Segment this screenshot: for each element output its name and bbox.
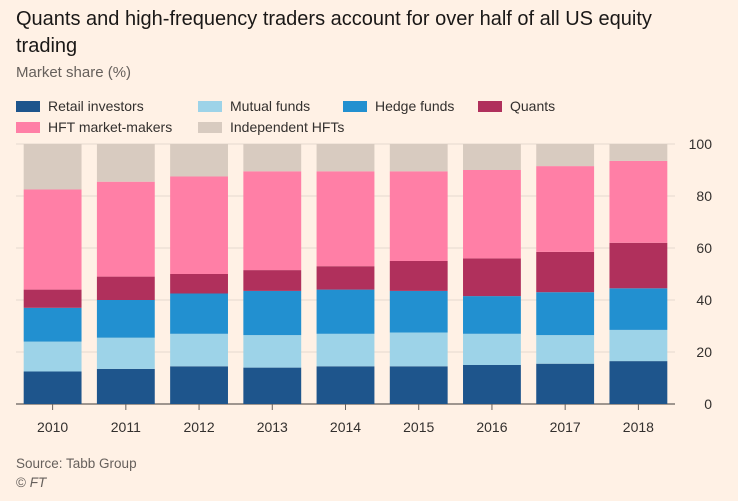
bar-segment-2016-1 bbox=[463, 333, 521, 365]
bar-segment-2013-5 bbox=[243, 144, 302, 172]
bar-segment-2010-4 bbox=[23, 189, 82, 290]
y-tick-label-100: 100 bbox=[689, 136, 713, 152]
bar-segment-2011-2 bbox=[96, 300, 155, 338]
legend-swatch-hft-mm bbox=[16, 121, 40, 133]
bar-segment-2018-3 bbox=[609, 242, 668, 289]
legend-label-quants: Quants bbox=[510, 98, 556, 114]
credit-note: © FT bbox=[16, 475, 46, 490]
legend-label-hedge: Hedge funds bbox=[375, 98, 455, 114]
bar-segment-2010-0 bbox=[23, 371, 82, 404]
y-tick-label-0: 0 bbox=[704, 396, 712, 412]
bar-segment-2015-2 bbox=[389, 290, 448, 333]
bar-segment-2012-3 bbox=[170, 274, 228, 294]
legend-item-hft-mm: HFT market-makers bbox=[16, 119, 198, 135]
legend-item-quants: Quants bbox=[478, 98, 555, 114]
bar-segment-2015-4 bbox=[389, 171, 448, 261]
bar-segment-2014-1 bbox=[316, 333, 375, 367]
legend-label-hft-mm: HFT market-makers bbox=[48, 119, 173, 135]
source-note: Source: Tabb Group bbox=[16, 456, 137, 471]
bar-segment-2016-3 bbox=[463, 258, 521, 297]
chart-title: Quants and high-frequency traders accoun… bbox=[16, 8, 652, 57]
x-tick-label-2011: 2011 bbox=[111, 419, 141, 435]
bar-segment-2014-3 bbox=[316, 266, 375, 290]
bar-segment-2014-4 bbox=[316, 171, 375, 267]
bar-segment-2011-1 bbox=[96, 337, 155, 369]
bar-segment-2017-5 bbox=[536, 144, 595, 167]
bar-segment-2011-0 bbox=[96, 368, 155, 404]
bar-segment-2017-4 bbox=[536, 166, 595, 252]
bar-segment-2016-4 bbox=[463, 170, 521, 259]
bar-segment-2012-2 bbox=[170, 293, 228, 334]
bar-segment-2017-3 bbox=[536, 251, 595, 293]
x-tick-label-2012: 2012 bbox=[183, 419, 214, 435]
legend-item-ind-hft: Independent HFTs bbox=[198, 119, 344, 135]
bar-segment-2012-5 bbox=[170, 144, 228, 177]
chart-subtitle: Market share (%) bbox=[16, 64, 132, 81]
x-tick-label-2017: 2017 bbox=[550, 419, 581, 435]
legend-row-2: HFT market-makers Independent HFTs bbox=[16, 117, 616, 137]
bar-segment-2016-5 bbox=[463, 144, 521, 170]
bar-segment-2011-4 bbox=[96, 181, 155, 277]
y-tick-label-60: 60 bbox=[696, 240, 712, 256]
legend-swatch-retail bbox=[16, 100, 40, 112]
bar-segment-2015-0 bbox=[389, 366, 448, 404]
x-tick-label-2010: 2010 bbox=[37, 419, 68, 435]
bar-segment-2010-2 bbox=[23, 307, 82, 342]
bar-segment-2018-5 bbox=[609, 144, 668, 161]
bar-segment-2013-4 bbox=[243, 171, 302, 271]
bar-segment-2018-0 bbox=[609, 361, 668, 404]
bar-segment-2016-2 bbox=[463, 296, 521, 334]
legend-swatch-quants bbox=[478, 100, 502, 112]
bar-segment-2013-3 bbox=[243, 270, 302, 291]
bar-segment-2013-2 bbox=[243, 290, 302, 336]
credit-text: FT bbox=[29, 475, 47, 490]
bar-segment-2017-2 bbox=[536, 292, 595, 336]
bar-segment-2013-1 bbox=[243, 335, 302, 368]
bar-segment-2014-5 bbox=[316, 144, 375, 172]
legend-label-mutual: Mutual funds bbox=[230, 98, 311, 114]
x-tick-label-2015: 2015 bbox=[403, 419, 434, 435]
bar-segment-2011-3 bbox=[96, 276, 155, 300]
legend-swatch-mutual bbox=[198, 100, 222, 112]
bar-segment-2014-0 bbox=[316, 366, 375, 404]
bar-segment-2018-1 bbox=[609, 329, 668, 362]
legend-item-mutual: Mutual funds bbox=[198, 98, 343, 114]
copyright-symbol: © bbox=[16, 475, 26, 490]
bar-segment-2012-4 bbox=[170, 176, 228, 274]
y-tick-label-20: 20 bbox=[696, 344, 712, 360]
x-tick-label-2018: 2018 bbox=[623, 419, 654, 435]
legend: Retail investors Mutual funds Hedge fund… bbox=[16, 96, 616, 138]
legend-row-1: Retail investors Mutual funds Hedge fund… bbox=[16, 96, 616, 116]
bar-segment-2010-5 bbox=[23, 144, 82, 190]
x-tick-label-2014: 2014 bbox=[330, 419, 361, 435]
legend-label-retail: Retail investors bbox=[48, 98, 144, 114]
bar-segment-2015-3 bbox=[389, 261, 448, 291]
x-tick-label-2016: 2016 bbox=[476, 419, 507, 435]
bar-segment-2010-1 bbox=[23, 341, 82, 372]
x-tick-label-2013: 2013 bbox=[257, 419, 288, 435]
bar-segment-2012-0 bbox=[170, 366, 228, 404]
y-tick-label-40: 40 bbox=[696, 292, 712, 308]
bar-segment-2011-5 bbox=[96, 144, 155, 182]
legend-swatch-ind-hft bbox=[198, 121, 222, 133]
legend-label-ind-hft: Independent HFTs bbox=[230, 119, 345, 135]
legend-swatch-hedge bbox=[343, 100, 367, 112]
legend-item-hedge: Hedge funds bbox=[343, 98, 478, 114]
bar-segment-2018-2 bbox=[609, 288, 668, 330]
bar-segment-2017-0 bbox=[536, 363, 595, 404]
bar-segment-2012-1 bbox=[170, 333, 228, 367]
bar-segment-2016-0 bbox=[463, 365, 521, 404]
y-tick-label-80: 80 bbox=[696, 188, 712, 204]
bar-segment-2018-4 bbox=[609, 160, 668, 243]
bar-segment-2017-1 bbox=[536, 335, 595, 364]
bar-segment-2013-0 bbox=[243, 367, 302, 404]
bar-segment-2010-3 bbox=[23, 289, 82, 308]
bar-segment-2014-2 bbox=[316, 289, 375, 334]
bar-segment-2015-5 bbox=[389, 144, 448, 172]
bar-segment-2015-1 bbox=[389, 332, 448, 367]
legend-item-retail: Retail investors bbox=[16, 98, 198, 114]
